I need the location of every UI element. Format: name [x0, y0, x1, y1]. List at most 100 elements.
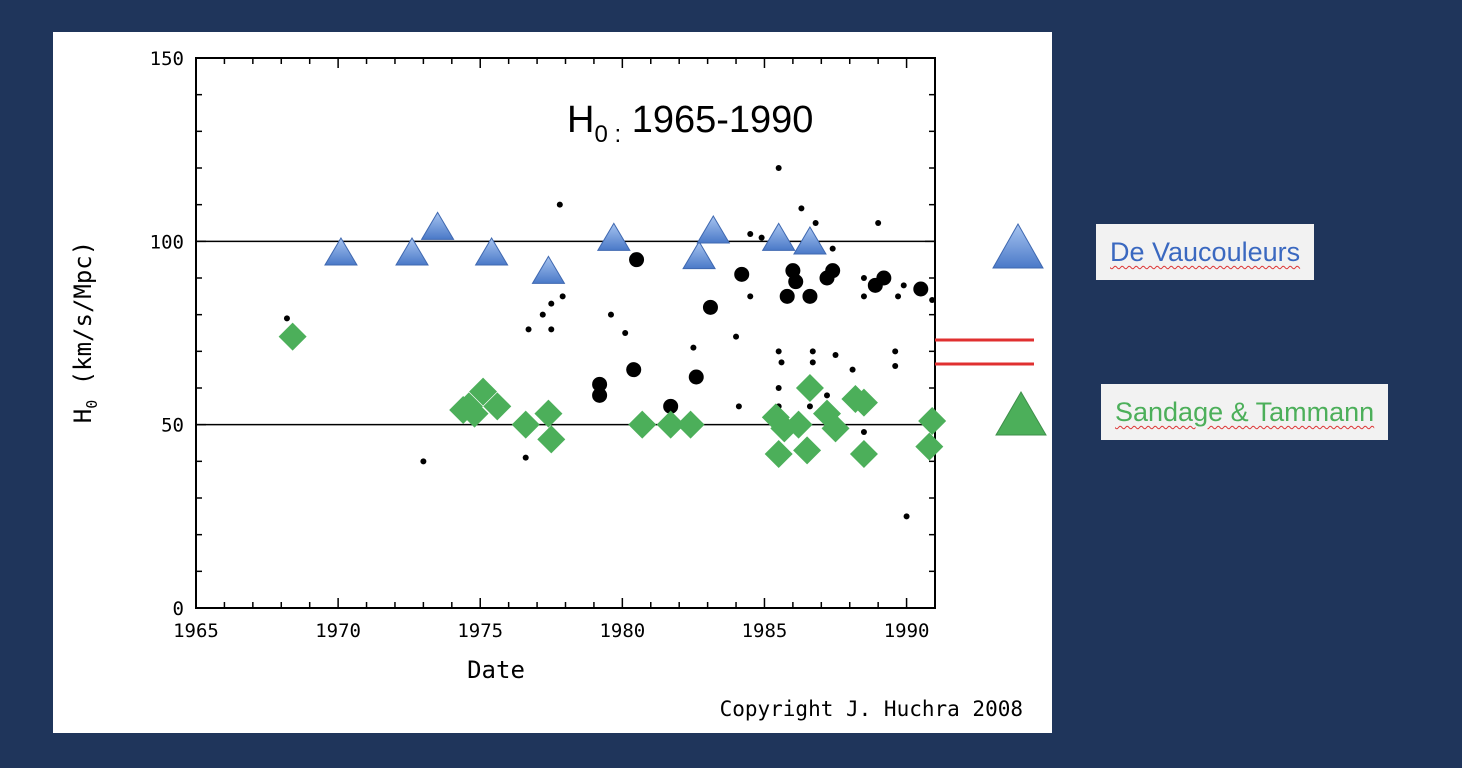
data-point-dot: [548, 326, 555, 333]
data-point-dot: [779, 288, 795, 304]
copyright: Copyright J. Huchra 2008: [720, 697, 1023, 721]
data-point-dot: [747, 231, 754, 237]
data-point-dot: [832, 352, 839, 358]
data-point-triangle-de-vaucouleurs: [793, 226, 827, 255]
data-point-triangle-de-vaucouleurs: [531, 255, 566, 284]
data-point-diamond-sandage-tammann: [821, 414, 850, 443]
data-point-dot: [735, 403, 742, 410]
legend-triangle-de-vaucouleurs: [992, 222, 1044, 269]
data-point-dot: [778, 359, 785, 366]
data-point-dot: [688, 369, 704, 385]
data-point-diamond-sandage-tammann: [534, 399, 563, 428]
data-point-dot: [892, 348, 899, 355]
data-point-dot: [825, 263, 841, 279]
data-point-dot: [929, 297, 936, 303]
data-point-dot: [548, 300, 555, 307]
legend-label-de-vaucouleurs: De Vaucouleurs: [1096, 224, 1315, 280]
data-point-dot: [860, 293, 867, 300]
y-tick-label: 50: [161, 415, 184, 437]
data-point-diamond-sandage-tammann: [793, 436, 822, 465]
data-point-diamond-sandage-tammann: [460, 399, 489, 428]
chart-panel: 1965 1970 1975 1980 1985 1990 0 50 100 150 Date H0 …: [53, 32, 1052, 733]
data-point-dot: [860, 275, 867, 281]
data-point-dot: [747, 293, 754, 300]
x-tick-label: 1990: [884, 620, 930, 642]
x-tick-label: 1970: [315, 620, 361, 642]
y-axis-label: H0 (km/s/Mpc): [69, 241, 101, 423]
data-point-dot: [775, 385, 782, 391]
data-point-diamond-sandage-tammann: [537, 425, 566, 454]
data-point-diamond-sandage-tammann: [511, 410, 540, 439]
data-point-dot: [420, 458, 427, 465]
y-tick-label: 100: [150, 231, 184, 253]
data-point-dot: [733, 333, 740, 340]
data-point-dot: [823, 392, 830, 399]
data-point-dot: [556, 201, 563, 208]
data-point-triangle-de-vaucouleurs: [395, 237, 429, 266]
data-point-triangle-de-vaucouleurs: [596, 222, 631, 251]
x-tick-label: 1985: [742, 620, 788, 642]
data-point-dot: [522, 454, 529, 461]
y-tick-label: 150: [150, 48, 184, 70]
data-point-dot: [690, 344, 697, 351]
data-point-dot: [539, 311, 546, 318]
data-point-diamond-sandage-tammann: [784, 410, 813, 439]
y-tick-label: 0: [173, 598, 184, 620]
legend-text: De Vaucouleurs: [1110, 237, 1301, 267]
data-point-dot: [775, 348, 782, 355]
data-point-dot: [592, 376, 608, 392]
data-point-diamond-sandage-tammann: [795, 374, 824, 402]
data-point-triangle-de-vaucouleurs: [761, 222, 796, 251]
x-tick-label: 1965: [173, 620, 219, 642]
data-point-triangle-de-vaucouleurs: [696, 215, 731, 244]
data-point-dot: [809, 359, 816, 366]
data-point-dot: [809, 348, 816, 355]
data-point-dot: [900, 282, 907, 289]
data-point-diamond-sandage-tammann: [676, 410, 705, 439]
data-point-dot: [283, 315, 290, 322]
data-point-dot: [702, 299, 718, 315]
x-axis-label: Date: [467, 656, 525, 684]
data-point-dot: [913, 281, 929, 297]
data-point-dot: [875, 220, 882, 226]
data-point-diamond-sandage-tammann: [278, 322, 307, 351]
data-point-dot: [629, 252, 645, 268]
data-point-triangle-de-vaucouleurs: [682, 240, 716, 270]
data-point-triangle-de-vaucouleurs: [420, 211, 455, 240]
data-point-dot: [626, 362, 642, 378]
data-point-diamond-sandage-tammann: [849, 388, 878, 417]
data-point-diamond-sandage-tammann: [628, 410, 657, 439]
chart-title: H0 : 1965-1990: [567, 99, 813, 148]
data-point-dot: [622, 330, 629, 336]
data-point-dot: [860, 429, 867, 435]
data-point-dot: [849, 366, 856, 373]
data-point-dot: [802, 288, 818, 304]
data-point-dot: [812, 220, 819, 226]
data-point-dot: [559, 293, 566, 300]
x-tick-label: 1975: [457, 620, 503, 642]
data-point-dot: [758, 234, 765, 241]
x-tick-label: 1980: [599, 620, 645, 642]
data-point-dot: [734, 266, 750, 282]
data-point-diamond-sandage-tammann: [469, 377, 498, 406]
data-point-dot: [525, 326, 532, 333]
data-point-dot: [892, 363, 899, 369]
data-point-dot: [798, 205, 805, 212]
data-point-dot: [876, 270, 892, 286]
data-point-triangle-de-vaucouleurs: [474, 237, 509, 266]
data-point-diamond-sandage-tammann: [915, 432, 944, 461]
data-point-dot: [806, 403, 813, 410]
data-point-dot: [592, 387, 608, 403]
data-point-dot: [895, 293, 902, 300]
data-point-diamond-sandage-tammann: [483, 392, 512, 421]
data-point-diamond-sandage-tammann: [918, 407, 947, 435]
data-point-dot: [663, 398, 679, 414]
data-point-dot: [607, 311, 614, 318]
legend-text: Sandage & Tammann: [1115, 397, 1375, 427]
data-point-diamond-sandage-tammann: [849, 440, 878, 468]
legend-label-sandage-tammann: Sandage & Tammann: [1101, 384, 1389, 440]
data-point-dot: [788, 274, 804, 290]
data-point-dot: [829, 245, 836, 252]
legend-triangle-sandage-tammann: [995, 391, 1047, 436]
